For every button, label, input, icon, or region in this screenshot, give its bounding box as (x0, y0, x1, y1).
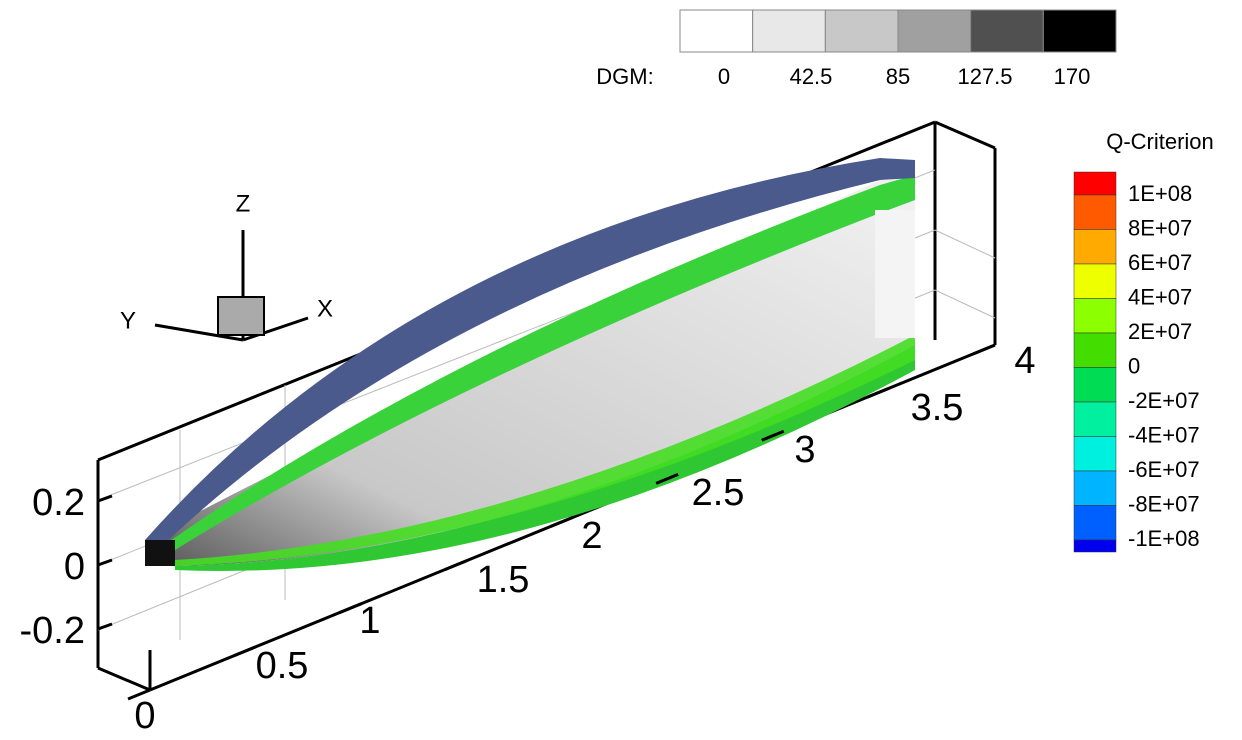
x-tick-mark (761, 429, 785, 442)
x-tick-mark (549, 516, 574, 528)
colorbar-band (1073, 229, 1117, 265)
colorbar-tick-label: 127.5 (957, 64, 1012, 89)
x-tick-mark (233, 645, 257, 658)
triad-label: X (317, 295, 333, 322)
colorbar-swatch (970, 9, 1044, 53)
colorbar-band (1073, 194, 1117, 230)
colorbar-band (1073, 367, 1117, 403)
x-tick-mark (655, 472, 679, 485)
x-tick-label: 0.5 (256, 645, 309, 687)
colorbar-tick-label: 6E+07 (1128, 250, 1192, 275)
colorbar-band (1073, 263, 1117, 299)
axis-triad (154, 230, 309, 342)
colorbar-tick-label: 170 (1054, 64, 1091, 89)
colorbar-swatch (752, 9, 826, 53)
x-tick-mark (338, 602, 362, 615)
colorbar-swatch (824, 9, 899, 53)
colorbar-tick-label: 2E+07 (1128, 319, 1192, 344)
x-tick-label: 3 (794, 429, 815, 471)
legend-title: Q-Criterion (1106, 129, 1214, 154)
colorbar-band (1073, 470, 1117, 506)
x-tick-label: 2 (581, 515, 602, 557)
triad-label: Y (120, 307, 136, 334)
x-tick-mark (866, 386, 890, 399)
x-tick-label: 0 (134, 695, 155, 735)
x-tick-label: 4 (1014, 340, 1035, 382)
legend-title: DGM: (596, 64, 653, 89)
colorbar-tick-label: 1E+08 (1128, 181, 1192, 206)
colorbar-tick-label: 0 (718, 64, 730, 89)
colorbar-tick-label: -2E+07 (1128, 388, 1200, 413)
z-tick-label: -0.2 (20, 610, 85, 652)
colorbar-band (1073, 401, 1117, 437)
z-tick-label: 0 (64, 546, 85, 588)
colorbar-tick-label: -6E+07 (1128, 457, 1200, 482)
colorbar-tick-label: 42.5 (790, 64, 833, 89)
x-tick-label: 1.5 (477, 559, 530, 601)
z-tick-mark (97, 558, 113, 567)
colorbar-swatch (679, 9, 754, 53)
x-tick-mark (972, 343, 996, 356)
z-tick-mark (97, 622, 113, 631)
colorbar-tick-label: -4E+07 (1128, 422, 1200, 447)
colorbar-band (1073, 436, 1117, 472)
colorbar-band (1073, 298, 1117, 334)
colorbar-tick-label: 4E+07 (1128, 284, 1192, 309)
colorbar-band (1073, 539, 1117, 553)
hull-surface (145, 180, 915, 566)
bow-face (145, 540, 175, 566)
stern-wall (875, 210, 915, 338)
x-tick-label: 1 (359, 600, 380, 642)
x-tick-label: 3.5 (911, 387, 964, 429)
colorbar-tick-label: 0 (1128, 353, 1140, 378)
x-tick-label: 2.5 (692, 472, 745, 514)
upper-vortex-band (160, 175, 915, 550)
x-tick-mark (444, 559, 468, 572)
colorbar-swatch (1042, 9, 1117, 53)
hull (145, 158, 915, 571)
colorbar-tick-label: 85 (886, 64, 910, 89)
colorbar-band (1073, 171, 1117, 196)
z-tick-mark (97, 494, 113, 503)
colorbar-band (1073, 505, 1117, 541)
triad-label: Z (236, 190, 251, 217)
colorbar-band (1073, 332, 1117, 368)
x-tick-mark (127, 688, 151, 701)
colorbar-tick-label: 8E+07 (1128, 215, 1192, 240)
z-tick-label: 0.2 (32, 482, 85, 524)
colorbar-tick-label: -8E+07 (1128, 491, 1200, 516)
colorbar-tick-label: -1E+08 (1128, 526, 1200, 551)
colorbar-swatch (897, 9, 972, 53)
